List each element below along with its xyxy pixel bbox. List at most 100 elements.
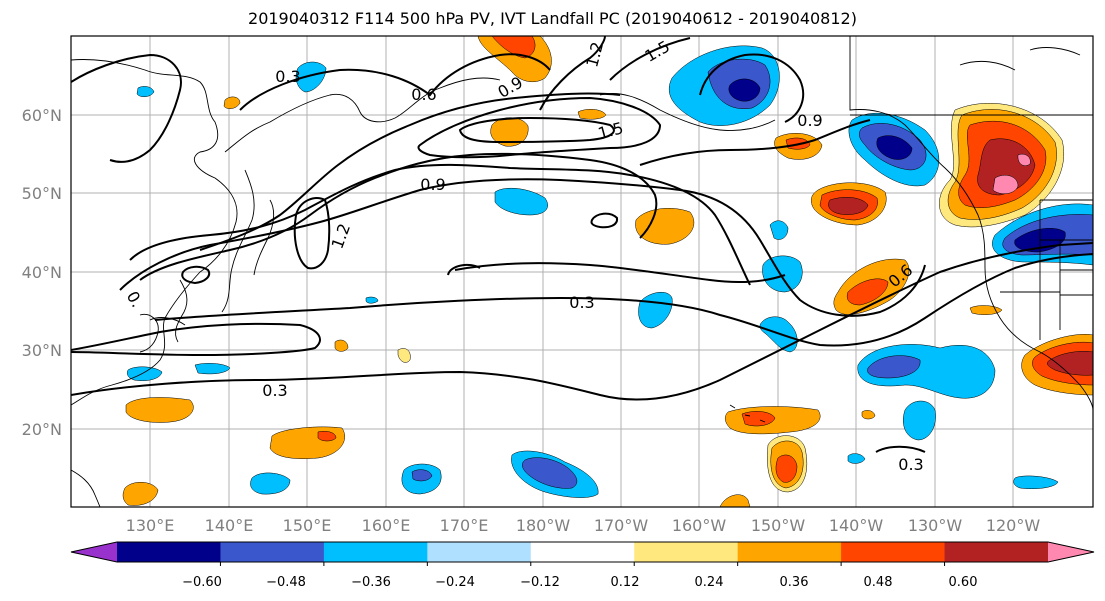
lon-label: 130°E bbox=[126, 516, 175, 535]
positive-anomaly bbox=[397, 348, 411, 363]
colorbar-swatch bbox=[427, 542, 532, 562]
lat-label: 50°N bbox=[22, 184, 62, 203]
pv-contour-line bbox=[199, 92, 621, 251]
positive-anomaly bbox=[122, 482, 159, 506]
negative-anomaly bbox=[136, 86, 155, 97]
colorbar-swatch bbox=[117, 542, 221, 562]
lon-label: 130°W bbox=[908, 516, 963, 535]
positive-anomaly bbox=[775, 454, 798, 483]
negative-anomaly bbox=[769, 220, 789, 240]
pv-contour-line bbox=[129, 163, 751, 286]
pv-contour-line bbox=[454, 262, 786, 284]
pv-contour-line bbox=[539, 36, 606, 111]
negative-anomaly bbox=[762, 255, 803, 293]
lat-label: 40°N bbox=[22, 263, 62, 282]
colorbar-swatch bbox=[323, 542, 428, 562]
lon-label: 140°E bbox=[205, 516, 254, 535]
colorbar-swatch bbox=[220, 542, 325, 562]
contour-label: 0.3 bbox=[262, 381, 287, 400]
positive-anomaly bbox=[861, 410, 876, 420]
positive-anomaly bbox=[491, 36, 536, 59]
colorbar-tick-label: 0.48 bbox=[864, 575, 893, 590]
negative-anomaly bbox=[411, 469, 433, 482]
negative-anomaly bbox=[522, 457, 578, 489]
lat-label: 60°N bbox=[22, 106, 62, 125]
lon-label: 150°E bbox=[283, 516, 332, 535]
negative-anomaly bbox=[847, 453, 866, 464]
colorbar-extend-max bbox=[1048, 542, 1094, 562]
negative-anomaly bbox=[494, 187, 548, 216]
contour-label: 0.3 bbox=[569, 293, 594, 312]
positive-anomaly bbox=[977, 138, 1036, 196]
lon-label: 170°W bbox=[594, 516, 649, 535]
negative-anomaly bbox=[867, 355, 921, 379]
positive-anomaly bbox=[334, 339, 349, 352]
contour-label: 0.6 bbox=[411, 85, 436, 104]
pv-contours bbox=[71, 36, 1093, 453]
positive-anomaly bbox=[125, 397, 194, 423]
pv-contour-line bbox=[875, 445, 926, 453]
negative-anomaly bbox=[728, 78, 761, 102]
coastlines bbox=[71, 36, 1093, 507]
pv-contour-line bbox=[458, 116, 615, 144]
colorbar-swatch bbox=[530, 542, 635, 562]
positive-anomaly bbox=[577, 109, 607, 120]
map-frame bbox=[70, 35, 1094, 508]
lon-label: 170°E bbox=[440, 516, 489, 535]
pv-contour-line bbox=[154, 253, 1093, 347]
pv-contour-line bbox=[71, 53, 182, 163]
negative-anomaly bbox=[194, 363, 231, 375]
lon-label: 160°E bbox=[362, 516, 411, 535]
map-title: 2019040312 F114 500 hPa PV, IVT Landfall… bbox=[248, 9, 857, 28]
positive-anomaly bbox=[741, 411, 776, 427]
lat-tick-labels: 20°N 30°N 40°N 50°N 60°N bbox=[22, 106, 62, 439]
colorbar-tick-label: −0.48 bbox=[266, 575, 306, 590]
colorbar-tick-label: 0.60 bbox=[949, 575, 978, 590]
pv-contour-line bbox=[447, 263, 481, 276]
lon-label: 150°W bbox=[751, 516, 806, 535]
positive-anomaly bbox=[317, 431, 337, 442]
colorbar-swatch bbox=[841, 542, 946, 562]
colorbar-outline bbox=[70, 541, 1095, 563]
pv-contour-line bbox=[239, 53, 551, 111]
colorbar-swatch bbox=[944, 542, 1049, 562]
contour-label: 0.3 bbox=[898, 455, 923, 474]
positive-anomaly bbox=[223, 96, 241, 109]
negative-anomaly bbox=[365, 296, 379, 304]
pv-contour-line bbox=[639, 119, 871, 166]
colorbar-tick-label: −0.24 bbox=[435, 575, 475, 590]
negative-anomaly bbox=[127, 366, 163, 381]
colorbar-swatch bbox=[737, 542, 842, 562]
pv-contour-line bbox=[119, 178, 926, 317]
positive-anomaly bbox=[992, 175, 1019, 194]
negative-anomaly bbox=[250, 472, 291, 495]
colorbar bbox=[70, 541, 1095, 566]
pv-contour-line bbox=[590, 212, 619, 229]
pv-contour-line bbox=[293, 197, 331, 270]
colorbar-tick-label: −0.36 bbox=[351, 575, 391, 590]
pv-contour-line bbox=[699, 53, 805, 123]
lat-label: 20°N bbox=[22, 420, 62, 439]
pv-contour-line bbox=[417, 96, 662, 159]
positive-anomaly bbox=[846, 278, 889, 306]
positive-anomaly bbox=[1017, 153, 1031, 166]
pv-contour-line bbox=[71, 322, 321, 357]
contour-label: 0.3 bbox=[275, 67, 300, 86]
contour-label: 0.9 bbox=[797, 111, 822, 130]
pv-contour-line bbox=[181, 265, 211, 285]
colorbar-tick-labels: −0.60 −0.48 −0.36 −0.24 −0.12 0.12 0.24 … bbox=[182, 575, 977, 590]
map-plot-area: 0.3 0.6 0.9 1.2 1.5 0.9 0.3 0.3 0.6 0.3 … bbox=[71, 36, 1093, 507]
pv-contour-line bbox=[139, 152, 658, 281]
colorbar-tick-label: −0.12 bbox=[520, 575, 560, 590]
colorbar-extend-min bbox=[71, 542, 117, 562]
pv-contour-line bbox=[71, 242, 1093, 401]
lon-label: 160°W bbox=[672, 516, 727, 535]
lat-label: 30°N bbox=[22, 341, 62, 360]
colorbar-tick-label: 0.36 bbox=[780, 575, 809, 590]
colorbar-tick-label: 0.12 bbox=[611, 575, 640, 590]
colorbar-tick-label: −0.60 bbox=[182, 575, 222, 590]
positive-anomaly bbox=[1047, 351, 1093, 376]
positive-anomaly bbox=[719, 494, 751, 507]
positive-anomaly bbox=[635, 208, 695, 245]
